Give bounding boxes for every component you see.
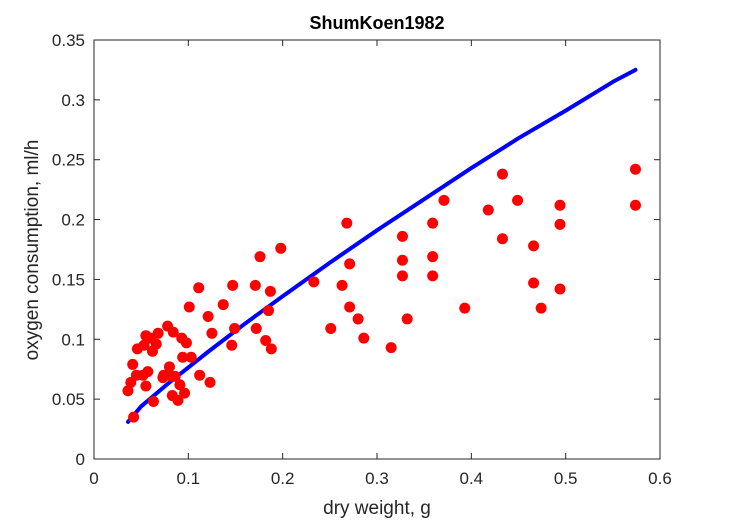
data-point [344,258,356,270]
data-point [554,283,566,295]
data-point [554,199,566,211]
data-point [167,326,179,338]
data-marks [122,67,641,424]
data-point [229,323,241,335]
x-tick-label: 0.5 [554,469,578,488]
x-tick-label: 0.2 [271,469,295,488]
data-point [180,337,192,349]
data-point [265,343,277,355]
data-point [185,351,197,363]
data-point [629,199,641,211]
y-tick-label: 0.2 [61,211,85,230]
data-point [194,369,206,381]
data-point [401,313,413,325]
y-axis-title: oxygen consumption, ml/h [22,140,43,361]
data-point [138,339,150,351]
data-point [177,351,189,363]
data-point [396,270,408,282]
data-point [352,313,364,325]
data-point [169,370,181,382]
data-point [528,240,540,252]
y-tick-label: 0.35 [52,31,85,50]
chart-title: ShumKoen1982 [309,13,444,33]
data-point [535,302,547,314]
data-point [629,163,641,175]
data-point [254,251,266,263]
data-point [227,279,239,291]
data-point [344,301,356,313]
data-point [554,218,566,230]
data-point [496,168,508,180]
data-point [427,270,439,282]
data-point [482,204,494,216]
data-point [127,358,139,370]
x-tick-label: 0 [89,469,98,488]
data-point [147,396,159,408]
data-point [496,233,508,245]
y-tick-label: 0.05 [52,390,85,409]
data-point [250,323,262,335]
data-point [249,279,261,291]
data-point [174,379,186,391]
data-point [528,277,540,289]
data-point [512,194,524,206]
data-point [264,285,276,297]
data-point [179,387,191,399]
data-point [193,282,205,294]
data-point [438,194,450,206]
data-point [150,338,162,350]
data-point [128,411,140,423]
data-point [226,339,238,351]
axis-ticks: 0 0.1 0.2 0.3 0.4 0.5 0.6 0 0.05 0.1 0.15 0.2 0.25 0.… [52,31,672,488]
data-point [275,242,287,254]
x-tick-label: 0.4 [460,469,484,488]
data-point [385,342,397,354]
data-point [163,361,175,373]
data-point [336,279,348,291]
data-point [202,311,214,323]
data-point [263,305,275,317]
data-point [427,217,439,229]
data-point [459,302,471,314]
x-tick-label: 0.1 [177,469,201,488]
x-tick-label: 0.3 [365,469,389,488]
data-point [325,323,337,335]
data-point [172,394,184,406]
data-point [358,332,370,344]
y-tick-label: 0.3 [61,91,85,110]
data-point [396,254,408,266]
data-point [152,327,164,339]
data-point [396,230,408,242]
data-point [217,299,229,311]
data-point [260,334,272,346]
x-tick-label: 0.6 [648,469,672,488]
x-axis-title: dry weight, g [323,498,431,519]
data-point [204,376,216,388]
data-point [122,385,134,397]
data-point [183,301,195,313]
y-tick-label: 0.25 [52,151,85,170]
y-tick-label: 0.1 [61,330,85,349]
data-point [206,327,218,339]
data-point [308,276,320,288]
data-point [341,217,353,229]
data-point [140,380,152,392]
data-point [142,366,154,378]
y-tick-label: 0.15 [52,270,85,289]
y-tick-label: 0 [76,450,85,469]
data-point [427,251,439,263]
